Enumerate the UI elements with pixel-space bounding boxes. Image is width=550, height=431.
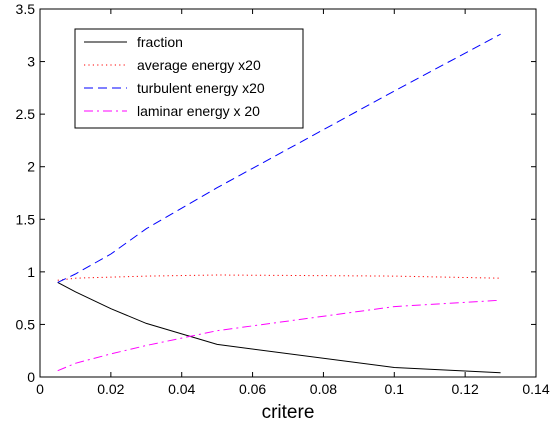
y-tick-label: 0.5 [16, 316, 36, 332]
series-line-1 [57, 281, 501, 374]
y-tick-label: 1 [27, 264, 35, 280]
y-tick-label: 2 [27, 159, 35, 175]
x-tick-label: 0.06 [239, 381, 266, 397]
legend-label: turbulent energy x20 [137, 80, 265, 96]
legend-label: average energy x20 [137, 57, 261, 73]
y-tick-label: 0 [27, 369, 35, 385]
x-tick-label: 0.1 [385, 381, 405, 397]
y-tick-label: 3.5 [16, 1, 36, 17]
x-axis-label: critere [262, 402, 315, 423]
x-tick-label: 0 [36, 381, 44, 397]
series-line-4 [57, 299, 501, 372]
legend: fraction average energy x20 turbulent ener… [74, 28, 304, 129]
series-line-3 [57, 33, 501, 283]
legend-label: fraction [137, 34, 183, 50]
x-tick-label: 0.02 [97, 381, 124, 397]
x-tick-label: 0.14 [522, 381, 549, 397]
series-line-2 [57, 274, 501, 281]
y-tick-label: 2.5 [16, 106, 36, 122]
y-tick-label: 1.5 [16, 211, 36, 227]
x-tick-label: 0.04 [168, 381, 195, 397]
x-tick-label: 0.12 [452, 381, 479, 397]
axis-layer: 0 0.02 0.04 0.06 0.08 0.1 0.12 0.14 0 0.5 1 1.5 2 2.5… [16, 1, 550, 397]
legend-label: laminar energy x 20 [137, 103, 260, 119]
x-tick-label: 0.08 [310, 381, 337, 397]
plot-frame [39, 8, 537, 378]
series-layer [57, 33, 501, 374]
legend-box [74, 28, 304, 129]
y-tick-label: 3 [27, 54, 35, 70]
